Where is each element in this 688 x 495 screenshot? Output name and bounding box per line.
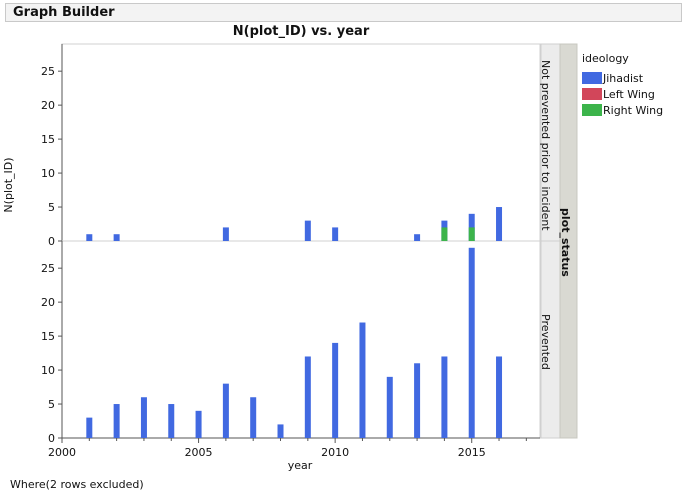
y-tick-label: 15 [41,330,55,343]
y-tick-label: 20 [41,99,55,112]
y-tick-label: 20 [41,296,55,309]
legend-item-jihadist[interactable]: Jihadist [582,70,663,86]
chart-title: N(plot_ID) vs. year [232,24,370,39]
bar-jihadist [86,234,93,241]
plot-frames [61,43,578,439]
bar-jihadist [414,234,421,241]
panel-label-prevented: Prevented [539,314,552,370]
legend-item-left-wing[interactable]: Left Wing [582,86,663,102]
graph-builder-title-bar: Graph Builder [5,3,682,22]
x-axis-label: year [287,459,313,472]
bar-jihadist [304,220,311,241]
bar-right-wing [441,227,448,241]
legend-label: Jihadist [603,71,644,85]
y-tick-label: 5 [48,398,55,411]
bar-jihadist [113,404,120,438]
axis-ticks: 0 5 10 15 20 25 0 5 10 15 20 25 2000 2005 2010 2015 [41,65,540,459]
y-axis-label: N(plot_ID) [2,157,15,213]
group-strip [559,43,578,439]
y-tick-label: 0 [48,432,55,445]
bar-jihadist [222,227,229,241]
y-tick-label: 10 [41,167,55,180]
x-tick-label: 2000 [48,446,76,459]
bar-jihadist [332,227,339,241]
legend-swatch [582,104,602,116]
y-tick-label: 10 [41,364,55,377]
bar-right-wing [468,227,475,241]
legend-item-right-wing[interactable]: Right Wing [582,102,663,118]
bar-jihadist [496,356,503,438]
bar-jihadist [332,342,339,438]
x-tick-label: 2005 [185,446,213,459]
panel-frame [61,43,541,242]
y-tick-label: 5 [48,201,55,214]
legend-swatch [582,72,602,84]
legend-label: Right Wing [603,103,664,117]
bar-jihadist [113,234,120,241]
y-tick-label: 0 [48,235,55,248]
bar-jihadist [386,376,393,438]
bar-jihadist [140,397,147,438]
y-tick-label: 25 [41,262,55,275]
panel-frame [61,240,541,439]
legend-label: Left Wing [603,87,655,101]
bar-jihadist [468,247,475,438]
bar-jihadist [222,383,229,438]
bar-jihadist [277,424,284,438]
footnote: Where(2 rows excluded) [10,478,144,491]
bar-jihadist [359,322,366,438]
x-tick-label: 2015 [458,446,486,459]
legend: ideology Jihadist Left Wing Right Wing [582,52,663,118]
bar-jihadist [195,410,202,438]
y-tick-label: 25 [41,65,55,78]
legend-swatch [582,88,602,100]
bar-jihadist [86,417,93,438]
bar-jihadist [250,397,257,438]
bar-jihadist [414,363,421,438]
legend-title: ideology [582,52,629,65]
bar-jihadist [441,356,448,438]
window-title: Graph Builder [13,5,115,20]
panel-label-not-prevented: Not prevented prior to incident [539,60,552,231]
x-tick-label: 2010 [321,446,349,459]
bar-jihadist [304,356,311,438]
bars [86,207,503,438]
group-axis-label: plot_status [559,208,572,277]
bar-jihadist [496,207,503,241]
bar-jihadist [168,404,175,438]
y-tick-label: 15 [41,133,55,146]
